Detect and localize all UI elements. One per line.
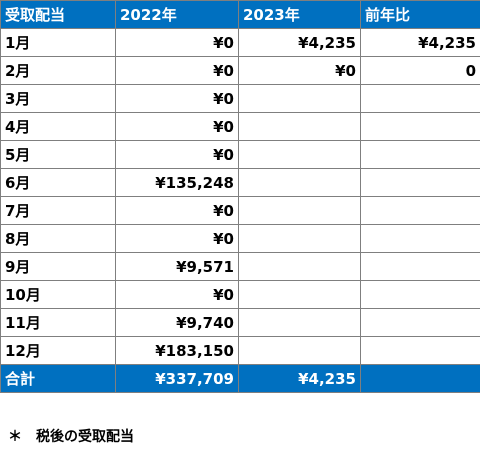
row-label: 7月	[0, 196, 116, 225]
table-row: 6月 ¥135,248	[0, 168, 480, 197]
cell-2023	[238, 84, 361, 113]
cell-2023: ¥4,235	[238, 28, 361, 57]
table-row: 3月 ¥0	[0, 84, 480, 113]
cell-yoy	[360, 336, 480, 365]
dividend-table: 受取配当 2022年 2023年 前年比 1月 ¥0 ¥4,235 ¥4,235…	[0, 0, 480, 393]
cell-2022: ¥0	[115, 140, 239, 169]
header-cell-yoy: 前年比	[360, 0, 480, 29]
row-label: 11月	[0, 308, 116, 337]
cell-2022: ¥0	[115, 56, 239, 85]
row-label: 6月	[0, 168, 116, 197]
cell-2023	[238, 196, 361, 225]
table-row: 1月 ¥0 ¥4,235 ¥4,235	[0, 28, 480, 57]
cell-2022: ¥0	[115, 28, 239, 57]
cell-yoy	[360, 224, 480, 253]
cell-2022: ¥0	[115, 280, 239, 309]
cell-2022: ¥0	[115, 84, 239, 113]
table-row: 9月 ¥9,571	[0, 252, 480, 281]
cell-2022: ¥9,571	[115, 252, 239, 281]
cell-2022: ¥135,248	[115, 168, 239, 197]
cell-2023	[238, 140, 361, 169]
cell-2023	[238, 280, 361, 309]
total-2023: ¥4,235	[238, 364, 361, 393]
table-row: 10月 ¥0	[0, 280, 480, 309]
cell-2023	[238, 336, 361, 365]
cell-yoy	[360, 84, 480, 113]
footnote: ＊ 税後の受取配当	[8, 426, 134, 446]
cell-2022: ¥183,150	[115, 336, 239, 365]
cell-2023	[238, 224, 361, 253]
table-row: 5月 ¥0	[0, 140, 480, 169]
total-yoy	[360, 364, 480, 393]
table-row: 7月 ¥0	[0, 196, 480, 225]
cell-yoy	[360, 308, 480, 337]
cell-yoy	[360, 252, 480, 281]
cell-2023	[238, 308, 361, 337]
table-row: 12月 ¥183,150	[0, 336, 480, 365]
header-cell-2022: 2022年	[115, 0, 239, 29]
row-label: 2月	[0, 56, 116, 85]
row-label: 10月	[0, 280, 116, 309]
cell-yoy	[360, 196, 480, 225]
row-label: 3月	[0, 84, 116, 113]
table-row: 2月 ¥0 ¥0 0	[0, 56, 480, 85]
cell-2022: ¥9,740	[115, 308, 239, 337]
table-row: 11月 ¥9,740	[0, 308, 480, 337]
cell-yoy: 0	[360, 56, 480, 85]
cell-yoy	[360, 140, 480, 169]
total-row: 合計 ¥337,709 ¥4,235	[0, 364, 480, 393]
header-cell-2023: 2023年	[238, 0, 361, 29]
cell-2023: ¥0	[238, 56, 361, 85]
cell-yoy	[360, 280, 480, 309]
table-row: 4月 ¥0	[0, 112, 480, 141]
total-2022: ¥337,709	[115, 364, 239, 393]
cell-2023	[238, 252, 361, 281]
cell-yoy	[360, 168, 480, 197]
header-cell-label: 受取配当	[0, 0, 116, 29]
row-label: 12月	[0, 336, 116, 365]
row-label: 4月	[0, 112, 116, 141]
table-row: 8月 ¥0	[0, 224, 480, 253]
cell-yoy: ¥4,235	[360, 28, 480, 57]
asterisk-icon: ＊	[8, 429, 22, 445]
header-row: 受取配当 2022年 2023年 前年比	[0, 0, 480, 29]
cell-yoy	[360, 112, 480, 141]
row-label: 5月	[0, 140, 116, 169]
row-label: 8月	[0, 224, 116, 253]
cell-2022: ¥0	[115, 112, 239, 141]
footnote-text: 税後の受取配当	[36, 429, 134, 445]
total-label: 合計	[0, 364, 116, 393]
cell-2023	[238, 168, 361, 197]
cell-2022: ¥0	[115, 196, 239, 225]
cell-2023	[238, 112, 361, 141]
row-label: 1月	[0, 28, 116, 57]
cell-2022: ¥0	[115, 224, 239, 253]
row-label: 9月	[0, 252, 116, 281]
